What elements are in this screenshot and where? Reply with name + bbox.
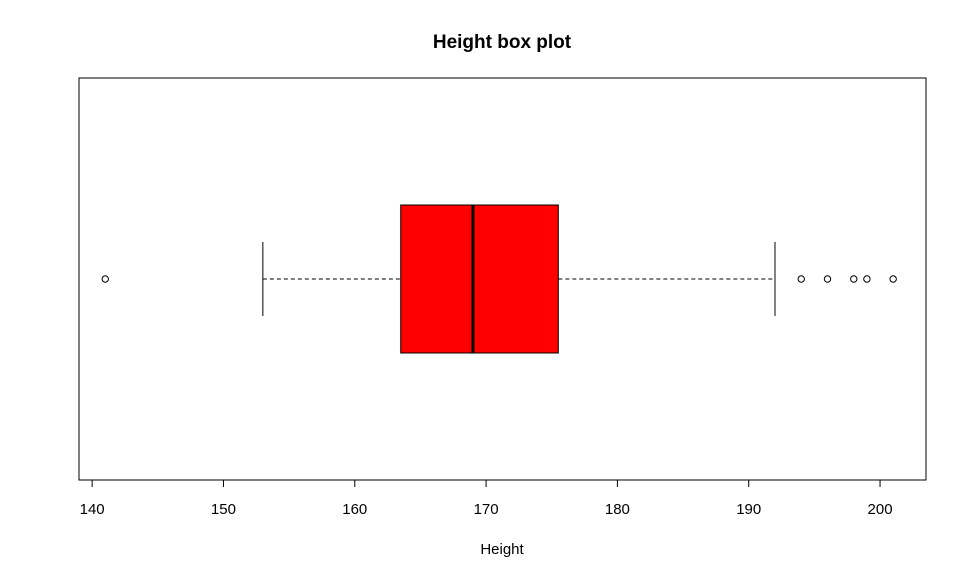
outlier-point-6: [889, 275, 897, 283]
x-tick-label-200: 200: [868, 501, 893, 518]
outlier-point-4: [850, 275, 858, 283]
outlier-point-1: [101, 275, 109, 283]
x-axis: 140 150 160 170 180 190 200: [80, 479, 893, 518]
x-tick-label-190: 190: [736, 501, 761, 518]
outlier-points: [101, 275, 897, 283]
chart-title: Height box plot: [433, 32, 572, 53]
x-tick-label-180: 180: [605, 501, 630, 518]
x-tick-label-150: 150: [211, 501, 236, 518]
x-tick-label-160: 160: [342, 501, 367, 518]
box-plot-series: [262, 204, 776, 354]
x-tick-label-170: 170: [474, 501, 499, 518]
outlier-point-5: [863, 275, 871, 283]
x-tick-label-140: 140: [80, 501, 105, 518]
interquartile-box: [400, 204, 559, 354]
outlier-point-2: [797, 275, 805, 283]
x-axis-label: Height: [480, 541, 524, 558]
outlier-point-3: [823, 275, 832, 283]
